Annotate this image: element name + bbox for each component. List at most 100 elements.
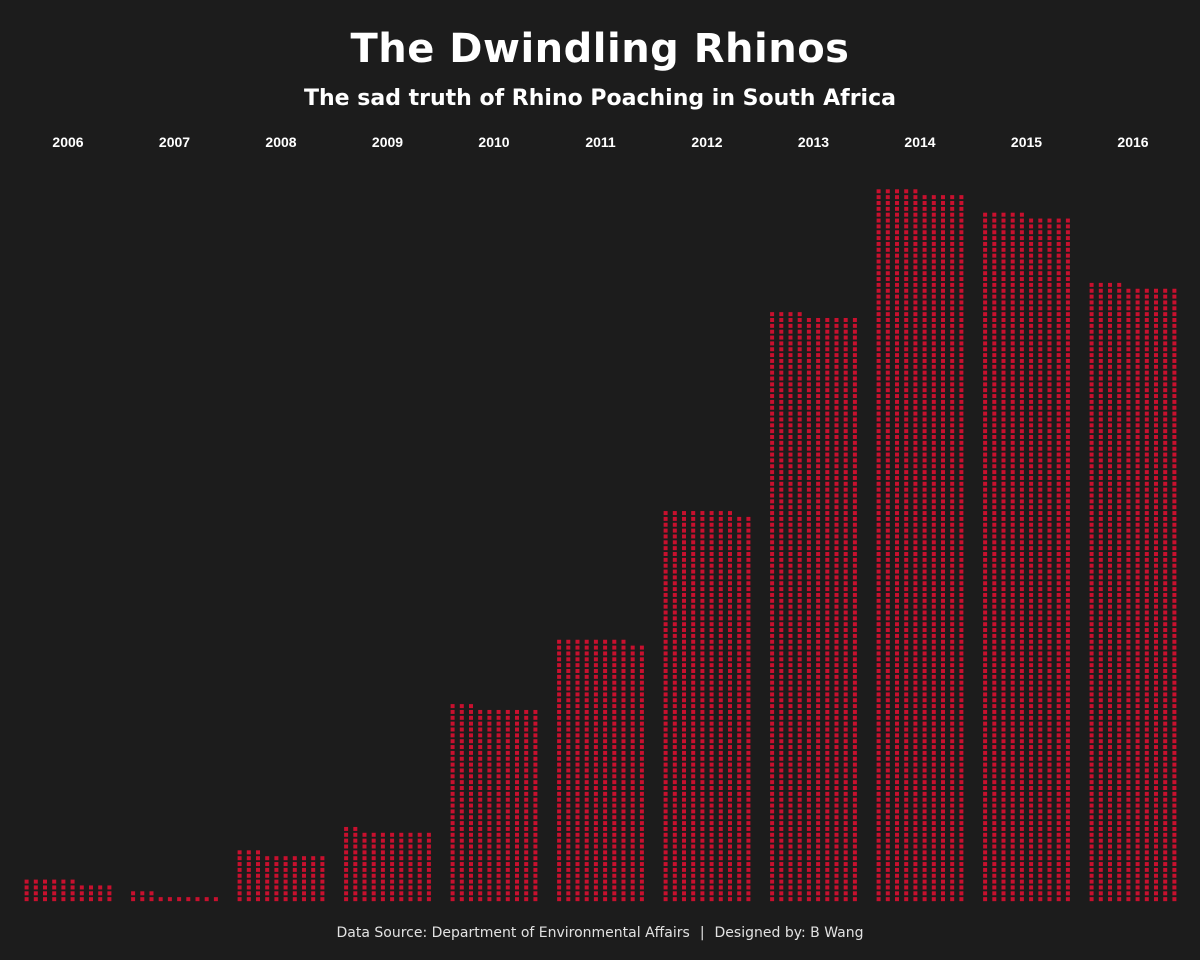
rhino-dot (566, 791, 571, 796)
rhino-dot (1019, 856, 1024, 861)
rhino-dot (1038, 867, 1043, 872)
rhino-dot (505, 879, 510, 884)
rhino-dot (843, 680, 848, 685)
rhino-dot (904, 481, 909, 486)
rhino-dot (876, 499, 881, 504)
rhino-dot (621, 704, 626, 709)
rhino-dot (399, 867, 404, 872)
rhino-dot (913, 481, 918, 486)
rhino-dot (1047, 622, 1052, 627)
rhino-dot (788, 645, 793, 650)
rhino-dot (663, 657, 668, 662)
rhino-dot (1029, 569, 1034, 574)
rhino-dot (816, 546, 821, 551)
rhino-dot (788, 838, 793, 843)
rhino-dot (825, 633, 830, 638)
rhino-dot (922, 347, 927, 352)
rhino-dot (584, 891, 589, 896)
rhino-dot (1029, 505, 1034, 510)
rhino-dot (913, 212, 918, 217)
rhino-dot (1056, 522, 1061, 527)
rhino-dot (885, 774, 890, 779)
rhino-dot (950, 721, 955, 726)
rhino-dot (779, 347, 784, 352)
rhino-dot (1029, 364, 1034, 369)
rhino-dot (895, 645, 899, 650)
rhino-dot (941, 598, 945, 603)
rhino-dot (1038, 616, 1043, 621)
rhino-dot (852, 470, 857, 475)
rhino-dot (630, 745, 635, 750)
rhino-dot (256, 885, 260, 890)
rhino-dot (469, 850, 473, 855)
rhino-dot (852, 592, 857, 597)
rhino-dot (524, 739, 529, 744)
rhino-dot (885, 756, 890, 761)
rhino-dot (575, 745, 580, 750)
rhino-dot (788, 721, 793, 726)
rhino-dot (950, 470, 955, 475)
rhino-dot (603, 727, 608, 732)
rhino-dot (691, 832, 696, 837)
rhino-dot (904, 259, 909, 264)
rhino-dot (459, 791, 464, 796)
rhino-dot (770, 669, 775, 673)
rhino-dot (797, 832, 802, 837)
rhino-dot (779, 435, 784, 439)
rhino-dot (593, 669, 598, 673)
rhino-dot (746, 587, 751, 592)
rhino-dot (959, 733, 964, 738)
rhino-dot (852, 715, 857, 720)
rhino-dot (746, 657, 751, 662)
rhino-dot (417, 867, 422, 872)
rhino-dot (959, 195, 964, 200)
rhino-dot (746, 598, 751, 603)
rhino-dot (663, 616, 668, 621)
rhino-dot (931, 394, 936, 399)
rhino-dot (469, 821, 473, 826)
rhino-dot (1047, 394, 1052, 399)
rhino-dot (816, 405, 821, 410)
rhino-dot (639, 768, 644, 773)
rhino-dot (843, 756, 848, 761)
rhino-dot (885, 277, 890, 282)
rhino-dot (931, 487, 936, 492)
rhino-dot (371, 873, 376, 878)
rhino-dot (941, 663, 945, 668)
rhino-dot (672, 639, 677, 644)
rhino-dot (770, 791, 775, 796)
rhino-dot (426, 838, 431, 843)
rhino-dot (746, 622, 751, 627)
rhino-dot (1019, 294, 1024, 299)
rhino-dot (895, 230, 899, 235)
rhino-dot (746, 534, 751, 539)
rhino-dot (895, 540, 899, 545)
rhino-dot (959, 376, 964, 381)
rhino-dot (709, 832, 714, 837)
rhino-dot (1047, 604, 1052, 609)
rhino-dot (913, 663, 918, 668)
rhino-dot (1019, 394, 1024, 399)
rhino-dot (825, 862, 830, 867)
rhino-dot (876, 306, 881, 311)
rhino-dot (983, 633, 988, 638)
rhino-dot (524, 797, 529, 802)
rhino-dot (478, 873, 483, 878)
rhino-dot (1065, 370, 1070, 375)
rhino-dot (922, 575, 927, 580)
rhino-dot (237, 885, 242, 890)
rhino-dot (575, 756, 580, 761)
rhino-dot (922, 511, 927, 516)
rhino-dot (941, 797, 945, 802)
rhino-dot (737, 709, 742, 714)
rhino-dot (1019, 709, 1024, 714)
rhino-dot (834, 803, 839, 808)
rhino-dot (950, 353, 955, 358)
rhino-dot (895, 282, 899, 287)
rhino-dot (913, 405, 918, 410)
rhino-dot (834, 756, 839, 761)
rhino-dot (922, 370, 927, 375)
rhino-dot (797, 364, 802, 369)
rhino-dot (876, 265, 881, 270)
rhino-dot (718, 750, 723, 755)
